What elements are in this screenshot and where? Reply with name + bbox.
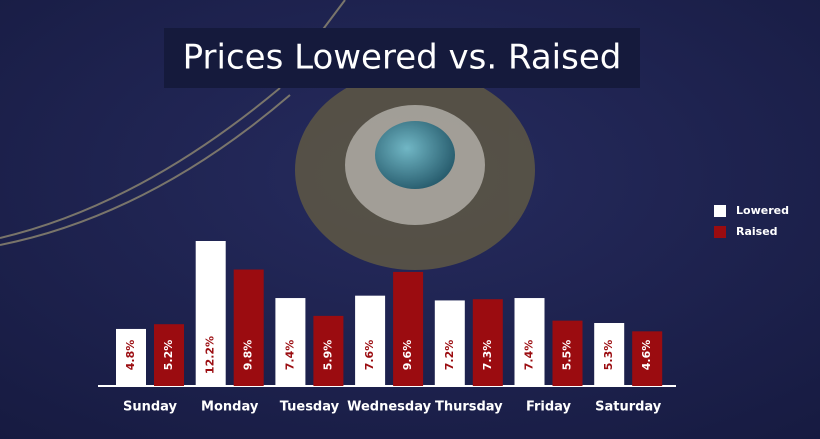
bar <box>393 271 424 386</box>
bar <box>233 269 264 386</box>
value-label: 5.3% <box>602 340 615 371</box>
value-label: 4.6% <box>640 340 653 371</box>
bar <box>434 300 465 386</box>
legend-label: Raised <box>736 225 778 238</box>
bar <box>552 320 583 386</box>
bar <box>275 298 306 386</box>
bar <box>514 298 545 386</box>
value-label: 7.4% <box>283 340 296 371</box>
bar <box>313 315 344 386</box>
bar <box>632 331 663 386</box>
title-box <box>164 28 640 88</box>
value-label: 5.5% <box>561 340 574 371</box>
value-label: 9.6% <box>401 340 414 371</box>
value-label: 5.2% <box>162 340 175 371</box>
x-tick-label: Sunday <box>123 400 178 415</box>
bar <box>154 324 184 386</box>
bar <box>472 299 503 386</box>
legend-swatch <box>714 226 726 238</box>
bar <box>195 241 226 386</box>
bar <box>355 295 386 386</box>
value-label: 9.8% <box>242 340 255 371</box>
x-tick-label: Thursday <box>435 400 503 415</box>
legend-label: Lowered <box>736 204 789 217</box>
value-label: 12.2% <box>204 336 217 374</box>
x-tick-label: Tuesday <box>280 400 340 415</box>
x-tick-label: Saturday <box>595 400 662 415</box>
value-label: 5.9% <box>321 340 334 371</box>
legend-swatch <box>714 205 726 217</box>
x-tick-label: Wednesday <box>347 400 431 415</box>
chart-title: Prices Lowered vs. Raised <box>183 38 622 78</box>
x-tick-label: Friday <box>526 400 572 415</box>
value-label: 7.3% <box>481 340 494 371</box>
bar <box>594 323 625 386</box>
x-tick-label: Monday <box>201 400 259 415</box>
value-label: 7.2% <box>443 340 456 371</box>
value-label: 7.6% <box>363 340 376 371</box>
bar <box>116 328 146 386</box>
value-label: 4.8% <box>124 340 137 371</box>
value-label: 7.4% <box>523 340 536 371</box>
